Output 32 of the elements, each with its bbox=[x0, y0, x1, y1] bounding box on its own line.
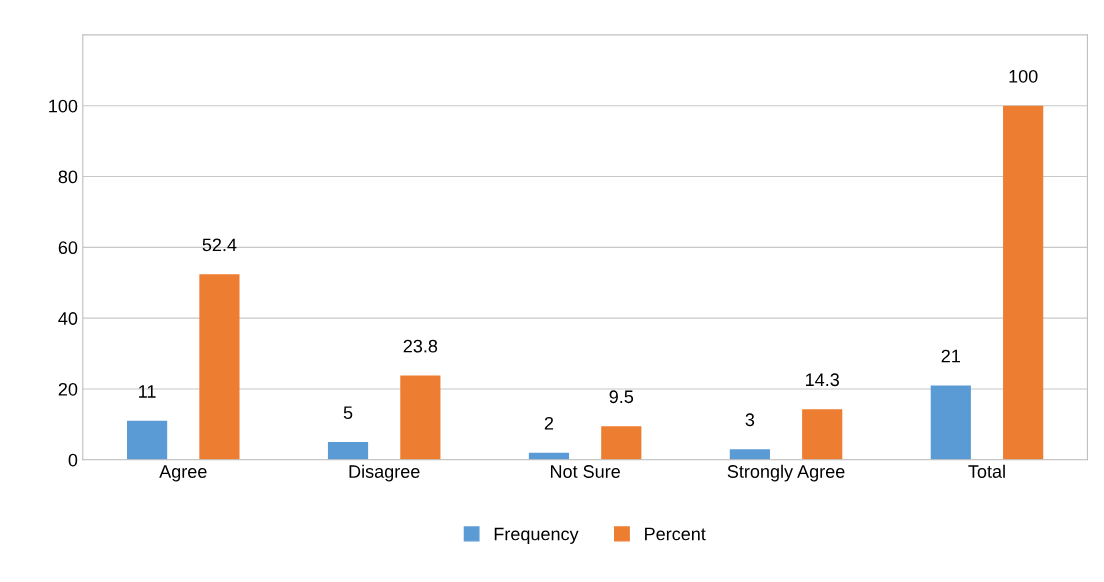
data-label: 100 bbox=[1009, 69, 1038, 83]
bar bbox=[802, 409, 843, 460]
bar bbox=[729, 449, 770, 460]
x-tick-label: Strongly Agree bbox=[727, 464, 845, 482]
legend-label: Frequency bbox=[494, 527, 579, 544]
y-tick-label: 20 bbox=[58, 382, 78, 396]
bar bbox=[1003, 105, 1044, 460]
data-label: 23.8 bbox=[403, 339, 438, 353]
y-tick-label: 80 bbox=[58, 170, 78, 184]
bar bbox=[601, 426, 642, 460]
legend-label: Percent bbox=[645, 527, 706, 541]
bar bbox=[930, 385, 971, 460]
y-tick-label: 40 bbox=[58, 312, 78, 325]
data-label: 21 bbox=[941, 349, 960, 363]
data-label: 52.4 bbox=[202, 238, 237, 252]
data-label: 14.3 bbox=[806, 373, 839, 387]
data-label: 3 bbox=[745, 413, 755, 427]
y-tick-label: 100 bbox=[49, 99, 78, 113]
data-label: 11 bbox=[139, 385, 156, 398]
bar bbox=[199, 274, 240, 460]
y-tick-label: 60 bbox=[58, 241, 78, 255]
data-label: 5 bbox=[343, 406, 353, 420]
bar bbox=[127, 420, 168, 460]
x-tick-label: Disagree bbox=[349, 464, 420, 482]
data-label: 9.5 bbox=[609, 390, 634, 404]
bar bbox=[327, 442, 369, 460]
x-tick-label: Total bbox=[968, 464, 1005, 478]
x-tick-label: Agree bbox=[159, 465, 207, 482]
x-tick-label: Not Sure bbox=[550, 465, 620, 478]
bar bbox=[400, 375, 441, 460]
y-tick-label: 0 bbox=[68, 453, 78, 467]
data-label: 2 bbox=[544, 416, 554, 430]
